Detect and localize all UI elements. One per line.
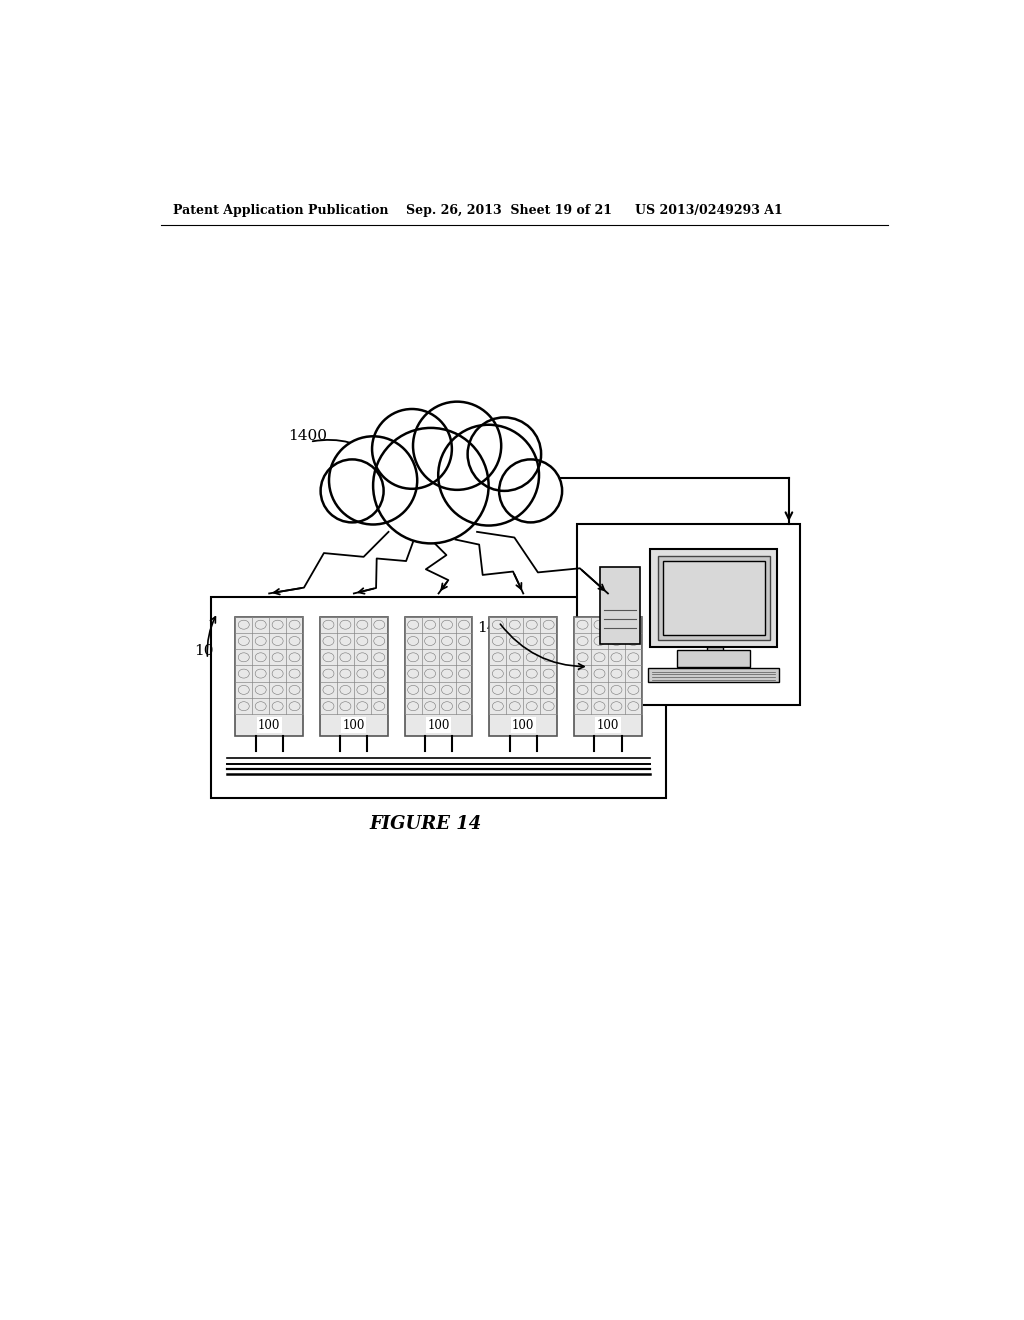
Text: 100: 100: [427, 718, 450, 731]
Bar: [677, 649, 751, 667]
Bar: [600, 566, 640, 644]
Bar: [211, 597, 666, 797]
Circle shape: [329, 437, 417, 524]
Circle shape: [373, 428, 488, 544]
Circle shape: [321, 459, 384, 523]
Circle shape: [468, 417, 541, 491]
Text: 10: 10: [194, 644, 213, 659]
Bar: [574, 616, 642, 737]
Text: 100: 100: [258, 718, 281, 731]
Text: US 2013/0249293 A1: US 2013/0249293 A1: [635, 205, 782, 218]
Circle shape: [438, 425, 539, 525]
Bar: [489, 616, 557, 737]
Bar: [648, 668, 779, 682]
Text: Sep. 26, 2013  Sheet 19 of 21: Sep. 26, 2013 Sheet 19 of 21: [407, 205, 612, 218]
Text: Patent Application Publication: Patent Application Publication: [173, 205, 388, 218]
Text: 100: 100: [343, 718, 365, 731]
Circle shape: [372, 409, 452, 488]
Circle shape: [413, 401, 501, 490]
Bar: [650, 549, 777, 647]
Text: 1410: 1410: [477, 622, 516, 635]
Bar: [319, 616, 388, 737]
Bar: [578, 524, 801, 705]
Text: 100: 100: [512, 718, 535, 731]
Bar: [663, 561, 765, 635]
Bar: [658, 557, 770, 640]
Text: 1400: 1400: [289, 429, 328, 442]
Text: FIGURE 14: FIGURE 14: [370, 816, 481, 833]
Bar: [404, 616, 472, 737]
Bar: [707, 647, 724, 667]
Text: 100: 100: [597, 718, 620, 731]
Bar: [236, 616, 303, 737]
Circle shape: [499, 459, 562, 523]
